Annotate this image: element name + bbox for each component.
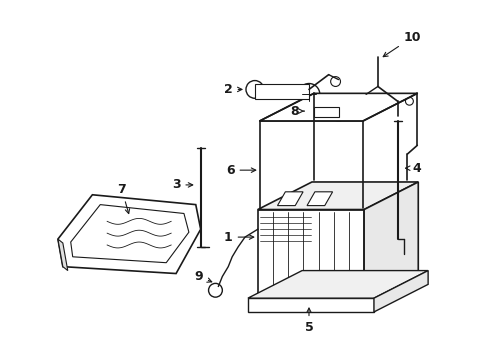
- Polygon shape: [247, 271, 427, 298]
- Text: 5: 5: [304, 308, 313, 334]
- Text: 7: 7: [117, 183, 129, 213]
- Polygon shape: [306, 192, 332, 206]
- Text: 6: 6: [225, 164, 255, 177]
- Polygon shape: [259, 93, 416, 121]
- Text: 2: 2: [224, 83, 242, 96]
- Text: 10: 10: [383, 31, 420, 57]
- Text: 1: 1: [224, 231, 253, 244]
- Text: 3: 3: [171, 179, 192, 192]
- Polygon shape: [364, 182, 417, 298]
- Polygon shape: [247, 298, 373, 312]
- Polygon shape: [257, 210, 364, 298]
- Polygon shape: [58, 195, 200, 274]
- Polygon shape: [257, 182, 417, 210]
- Polygon shape: [277, 192, 303, 206]
- Text: 4: 4: [405, 162, 421, 175]
- Text: 8: 8: [289, 105, 304, 118]
- Polygon shape: [254, 85, 308, 99]
- Polygon shape: [373, 271, 427, 312]
- Text: 9: 9: [194, 270, 211, 283]
- Polygon shape: [58, 239, 68, 271]
- Polygon shape: [313, 107, 338, 117]
